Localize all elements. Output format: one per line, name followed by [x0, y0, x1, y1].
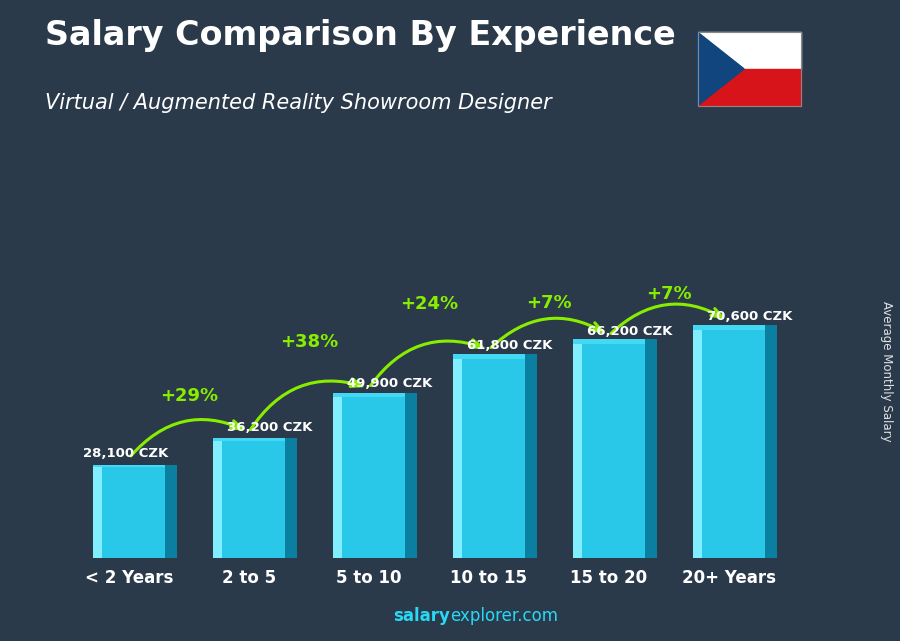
Bar	[453, 358, 525, 558]
Bar	[333, 397, 342, 558]
Bar	[525, 354, 537, 358]
Bar	[573, 339, 645, 344]
Text: 66,200 CZK: 66,200 CZK	[588, 324, 673, 338]
Bar	[213, 441, 221, 558]
Text: 36,200 CZK: 36,200 CZK	[228, 421, 313, 434]
Bar	[573, 344, 581, 558]
Text: +7%: +7%	[646, 285, 692, 303]
Bar	[693, 330, 765, 558]
Text: salary: salary	[393, 607, 450, 625]
Bar	[698, 32, 801, 69]
Text: +24%: +24%	[400, 295, 458, 313]
Text: Virtual / Augmented Reality Showroom Designer: Virtual / Augmented Reality Showroom Des…	[45, 93, 552, 113]
Text: Salary Comparison By Experience: Salary Comparison By Experience	[45, 19, 676, 52]
Bar	[213, 438, 285, 441]
Bar	[285, 441, 297, 558]
Text: +38%: +38%	[280, 333, 338, 351]
Text: 61,800 CZK: 61,800 CZK	[467, 338, 553, 352]
Text: +7%: +7%	[526, 294, 572, 312]
Bar	[453, 358, 462, 558]
Bar	[333, 393, 405, 397]
Bar	[93, 467, 165, 558]
Text: explorer.com: explorer.com	[450, 607, 558, 625]
Bar	[645, 339, 657, 344]
Bar	[573, 344, 645, 558]
Bar	[165, 465, 177, 467]
Text: Average Monthly Salary: Average Monthly Salary	[880, 301, 893, 442]
Polygon shape	[698, 32, 744, 106]
Bar	[93, 465, 165, 467]
Text: 28,100 CZK: 28,100 CZK	[84, 447, 168, 460]
Text: 49,900 CZK: 49,900 CZK	[347, 377, 433, 390]
Bar	[698, 69, 801, 106]
Bar	[525, 358, 537, 558]
Bar	[285, 438, 297, 441]
Bar	[165, 467, 177, 558]
Bar	[405, 393, 417, 397]
Bar	[693, 324, 765, 330]
Bar	[405, 397, 417, 558]
Bar	[333, 397, 405, 558]
Bar	[93, 467, 102, 558]
Bar	[645, 344, 657, 558]
Bar	[693, 330, 702, 558]
Text: 70,600 CZK: 70,600 CZK	[707, 310, 793, 324]
Bar	[765, 324, 777, 330]
Text: +29%: +29%	[160, 387, 218, 404]
Bar	[213, 441, 285, 558]
Bar	[453, 354, 525, 358]
Bar	[765, 330, 777, 558]
